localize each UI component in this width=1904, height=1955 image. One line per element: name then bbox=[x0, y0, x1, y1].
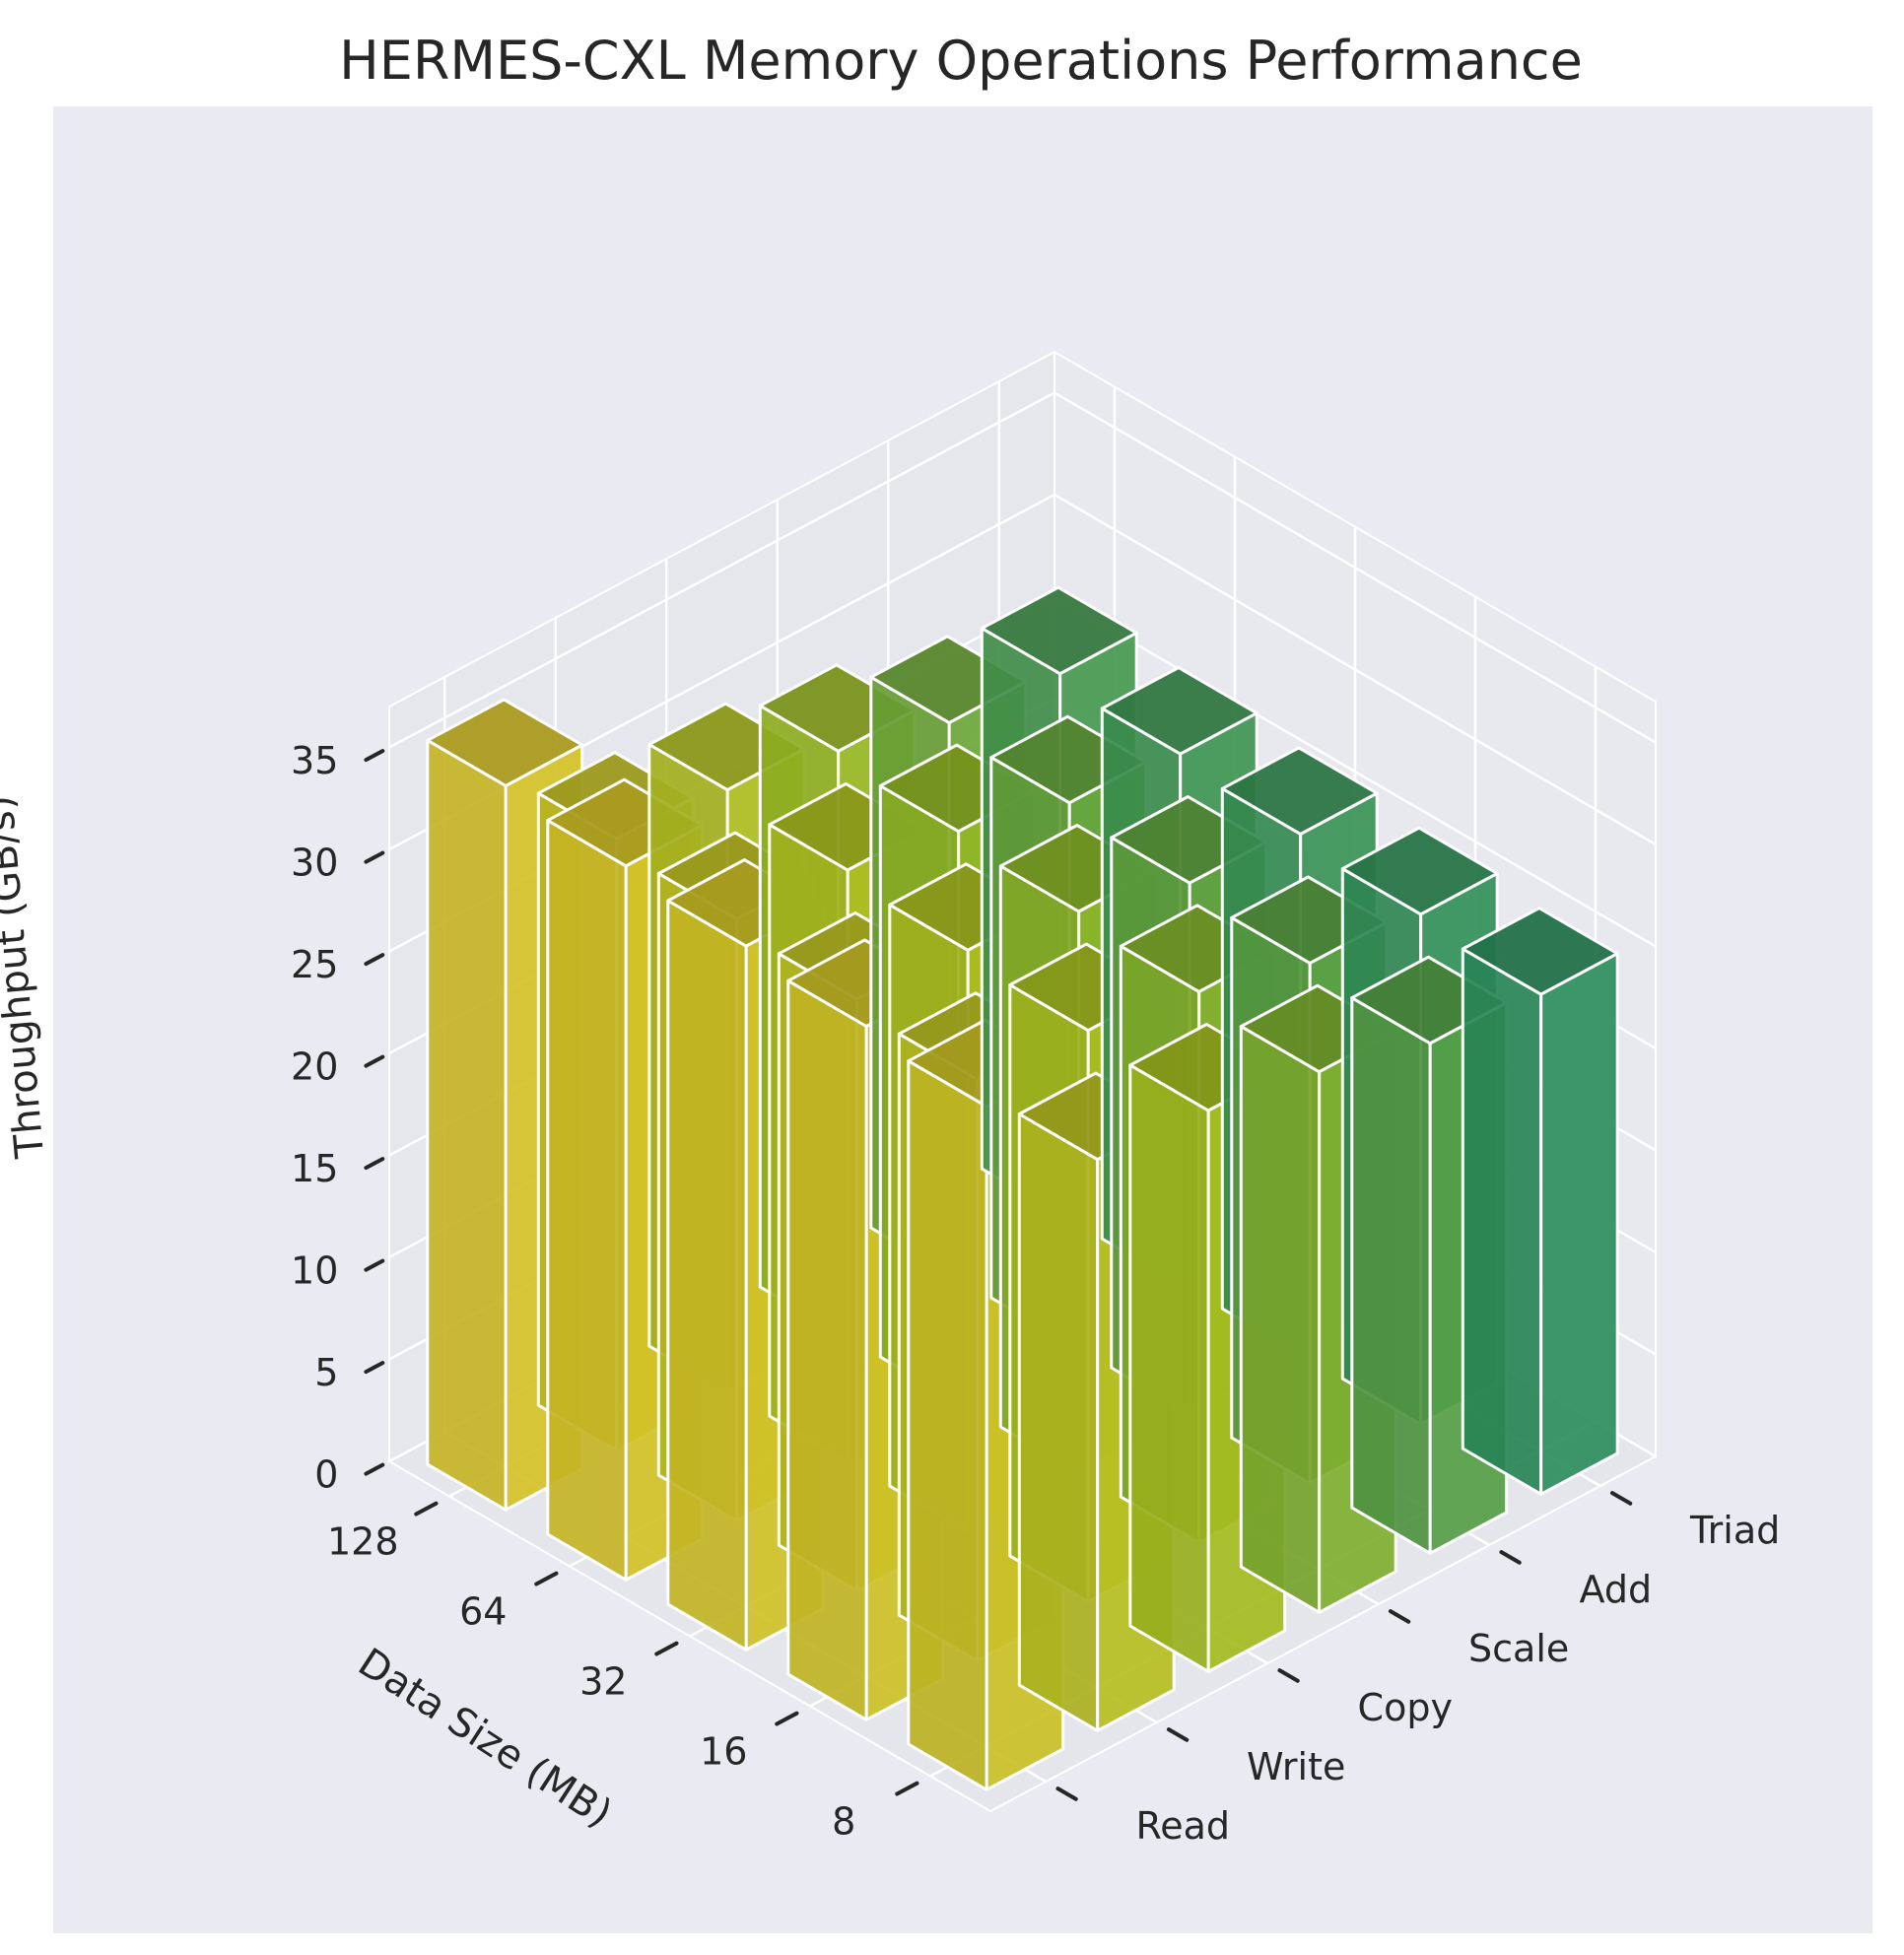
y-tick bbox=[1166, 1727, 1190, 1742]
bar-side-face bbox=[1350, 996, 1432, 1555]
bar-top-face bbox=[1100, 666, 1258, 756]
y-tick-label: Triad bbox=[1689, 1509, 1780, 1552]
y-tick bbox=[1388, 1609, 1411, 1624]
x-tick-label: 128 bbox=[327, 1519, 399, 1563]
chart-title: HERMES-CXL Memory Operations Performance bbox=[339, 30, 1583, 92]
z-tick-label: 25 bbox=[291, 943, 338, 986]
y-tick-label: Add bbox=[1580, 1568, 1653, 1611]
x-tick bbox=[775, 1711, 799, 1726]
y-tick bbox=[1609, 1491, 1633, 1506]
z-tick-label: 15 bbox=[291, 1147, 338, 1190]
bar-front-face bbox=[1539, 952, 1619, 1496]
bar-side-face bbox=[546, 819, 628, 1582]
bar bbox=[1461, 907, 1619, 1496]
z-tick bbox=[364, 1157, 385, 1171]
y-tick-label: Read bbox=[1136, 1804, 1230, 1848]
y-tick bbox=[1499, 1550, 1522, 1565]
z-tick bbox=[364, 953, 385, 967]
z-tick bbox=[364, 1462, 385, 1476]
z-tick bbox=[364, 850, 385, 864]
bar-top-face bbox=[426, 698, 584, 787]
tick-labels: 8 16 32 64 128 Read Write Copy Scale Add Triad 0 5 10… bbox=[291, 739, 1780, 1848]
x-tick bbox=[895, 1781, 919, 1796]
z-grid-line bbox=[388, 493, 1657, 851]
bar-side-face bbox=[907, 1059, 988, 1791]
x-tick-label: 32 bbox=[579, 1659, 627, 1703]
bar-top-face bbox=[1340, 826, 1499, 916]
bar-side-face bbox=[1128, 1063, 1210, 1673]
z-tick-label: 30 bbox=[291, 842, 338, 885]
bar-top-face bbox=[1220, 746, 1379, 836]
bar-side-face bbox=[1017, 1112, 1100, 1732]
x-tick-label: 16 bbox=[700, 1729, 747, 1773]
bar-side-face bbox=[666, 899, 748, 1652]
bar-side-face bbox=[1461, 947, 1543, 1496]
x-tick bbox=[654, 1641, 679, 1656]
y-tick bbox=[1277, 1668, 1300, 1683]
bar-top-face bbox=[980, 585, 1138, 676]
y-tick bbox=[1055, 1786, 1078, 1801]
x-tick-label: 8 bbox=[832, 1799, 855, 1843]
z-tick-label: 20 bbox=[291, 1045, 338, 1089]
x-tick bbox=[534, 1571, 559, 1586]
x-tick-label: 64 bbox=[459, 1589, 507, 1633]
z-axis-label: Throughput (GB/s) bbox=[0, 793, 53, 1161]
bar-top-face bbox=[1461, 907, 1619, 996]
z-tick-label: 5 bbox=[314, 1351, 338, 1394]
bar-side-face bbox=[426, 738, 508, 1512]
z-tick bbox=[364, 1361, 385, 1375]
x-tick bbox=[414, 1501, 439, 1517]
z-tick bbox=[364, 1258, 385, 1272]
y-tick-label: Scale bbox=[1468, 1627, 1569, 1670]
bar-side-face bbox=[1239, 1025, 1322, 1614]
z-tick-label: 0 bbox=[314, 1453, 338, 1497]
z-tick-label: 35 bbox=[291, 739, 338, 782]
z-tick bbox=[364, 1054, 385, 1068]
y-tick-label: Write bbox=[1247, 1745, 1345, 1788]
z-grid-line bbox=[388, 391, 1657, 749]
z-tick bbox=[364, 749, 385, 763]
z-tick-label: 10 bbox=[291, 1249, 338, 1293]
tick-marks bbox=[364, 749, 1633, 1801]
bars bbox=[426, 585, 1619, 1791]
bar-side-face bbox=[786, 978, 868, 1721]
y-tick-label: Copy bbox=[1358, 1686, 1453, 1729]
